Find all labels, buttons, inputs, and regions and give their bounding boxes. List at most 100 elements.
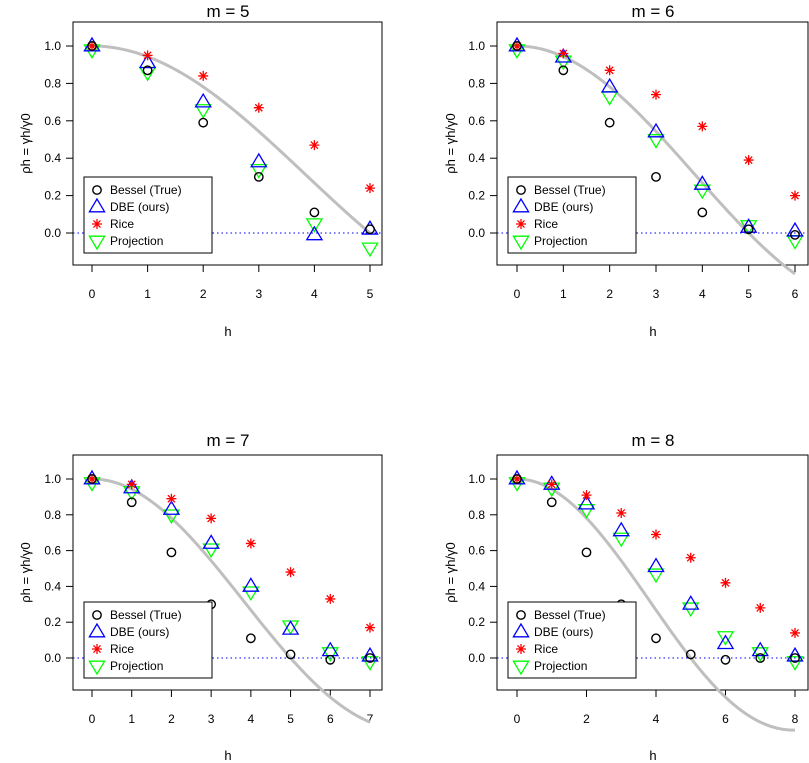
true-correlation-curve [516, 477, 795, 732]
bessel-true-point [87, 41, 97, 51]
bessel-true-point [142, 65, 153, 76]
panel-4: m = 8 0.0 0.2 0.4 0.6 0.8 1.0 0 2 4 6 8 h ρh = γh/γ0 B… [443, 431, 809, 763]
legend-marker [512, 622, 530, 638]
plot-frame [72, 454, 383, 691]
y-tick-label: 0.0 [468, 651, 485, 665]
rice-point [126, 479, 137, 490]
legend-marker [516, 644, 526, 654]
x-tick-label: 6 [792, 287, 799, 301]
x-tick-label: 2 [583, 712, 590, 726]
dbe-point [250, 152, 268, 168]
rice-point [309, 140, 320, 151]
projection-point [647, 134, 665, 149]
panel-title: m = 5 [207, 2, 250, 21]
dbe-point [202, 534, 220, 549]
legend-label: Projection [534, 659, 587, 673]
projection-point [162, 509, 181, 525]
projection-point [194, 104, 212, 119]
legend-marker [512, 235, 530, 251]
rice-point [755, 602, 766, 613]
dbe-point [682, 595, 700, 610]
bessel-true-point [790, 229, 800, 240]
x-tick-label: 2 [606, 287, 613, 301]
y-axis-label: ρh = γh/γ0 [18, 542, 33, 603]
legend-label: Bessel (True) [110, 608, 182, 622]
projection-point [305, 218, 324, 233]
bessel-true-point [685, 649, 696, 660]
legend-label: Projection [110, 234, 163, 248]
legend-label: Bessel (True) [534, 183, 606, 197]
bessel-true-point [512, 41, 522, 51]
y-tick-label: 0.8 [468, 508, 485, 522]
rice-point [546, 479, 557, 490]
legend-box [83, 176, 213, 254]
x-tick-label: 3 [255, 287, 262, 301]
bessel-true-point [87, 474, 97, 484]
bessel-true-point [198, 117, 209, 128]
rice-point [253, 102, 264, 113]
legend-box [83, 601, 213, 679]
plot-frame [72, 21, 383, 266]
y-tick-label: 0.6 [44, 544, 61, 558]
legend-marker [88, 235, 106, 251]
panel-3: m = 7 0.0 0.2 0.4 0.6 0.8 1.0 0 1 2 3 4 5 6 7 h ρh = γh/… [18, 431, 383, 763]
dbe-point [600, 77, 619, 93]
dbe-point [138, 53, 157, 69]
y-tick-label: 0.8 [468, 76, 485, 90]
legend-marker [88, 660, 106, 676]
bessel-true-point [253, 171, 264, 182]
bessel-true-point [581, 547, 592, 558]
legend-marker [88, 622, 106, 638]
projection-point [786, 235, 804, 250]
x-tick-label: 0 [89, 712, 96, 726]
bessel-true-point [790, 653, 800, 663]
rice-point [790, 190, 800, 201]
rice-point [512, 41, 522, 51]
y-tick-label: 1.0 [44, 39, 61, 53]
bessel-true-point [166, 547, 177, 558]
legend-label: DBE (ours) [534, 625, 593, 639]
plot-frame [496, 454, 809, 691]
legend-label: Rice [110, 217, 134, 231]
y-tick-label: 0.4 [468, 151, 485, 165]
legend-marker [516, 219, 526, 229]
y-tick-label: 0.6 [468, 114, 485, 128]
rice-point [142, 50, 153, 61]
x-axis-label: h [224, 324, 231, 339]
rice-point [720, 577, 731, 588]
bessel-true-point [126, 497, 137, 508]
legend-marker [92, 610, 102, 620]
dbe-point [361, 646, 379, 662]
panel-title: m = 7 [207, 431, 250, 450]
y-tick-label: 0.4 [44, 151, 61, 165]
x-tick-label: 3 [208, 712, 215, 726]
projection-point [242, 586, 260, 602]
legend-label: Bessel (True) [534, 608, 606, 622]
bessel-true-point [651, 633, 661, 644]
dbe-point [554, 47, 573, 63]
x-tick-label: 2 [200, 287, 207, 301]
rice-point [325, 593, 336, 604]
dbe-point [786, 221, 804, 237]
projection-point [281, 620, 300, 636]
bessel-true-point [743, 224, 754, 235]
rice-point [790, 627, 800, 638]
y-tick-label: 0.8 [44, 508, 61, 522]
rice-point [245, 538, 256, 549]
panel-1: m = 5 0.0 0.2 0.4 0.6 0.8 1.0 0 1 2 3 4 5 h ρh = γh/γ0… [18, 2, 383, 339]
projection-point [577, 503, 596, 519]
projection-point [693, 184, 712, 200]
panel-2: m = 6 0.0 0.2 0.4 0.6 0.8 1.0 0 1 2 3 4 5 6 h ρh = γh/γ… [443, 2, 809, 339]
legend-marker [516, 610, 526, 620]
x-tick-label: 0 [514, 287, 521, 301]
y-tick-label: 0.6 [44, 114, 61, 128]
y-tick-label: 0.6 [468, 544, 485, 558]
x-axis-label: h [224, 748, 231, 763]
dbe-point [162, 500, 181, 515]
panel-title: m = 6 [632, 2, 675, 21]
x-tick-label: 1 [128, 712, 135, 726]
projection-point [612, 532, 630, 548]
projection-point [751, 647, 769, 662]
projection-point [250, 163, 268, 179]
